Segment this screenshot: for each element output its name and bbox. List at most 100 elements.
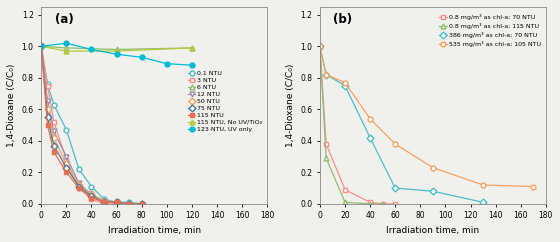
0.1 NTU — [101, 198, 108, 201]
0.1 NTU — [50, 103, 57, 106]
12 NTU — [44, 100, 51, 103]
Line: 0.8 mg/m³ as chl-a; 115 NTU: 0.8 mg/m³ as chl-a; 115 NTU — [318, 44, 385, 206]
75 NTU — [88, 195, 95, 197]
386 mg/m³ as chl-a; 70 NTU — [342, 84, 348, 87]
Line: 115 NTU: 115 NTU — [39, 44, 144, 206]
0.1 NTU — [38, 45, 45, 48]
Y-axis label: 1,4-Dioxane (C/C₀): 1,4-Dioxane (C/C₀) — [7, 64, 16, 147]
Line: 6 NTU: 6 NTU — [39, 44, 194, 52]
123 NTU, UV only — [138, 56, 145, 59]
115 NTU, No UV/TiO₂ — [113, 50, 120, 53]
123 NTU, UV only — [164, 62, 170, 65]
Text: (a): (a) — [55, 13, 73, 26]
115 NTU — [126, 202, 133, 205]
6 NTU — [63, 46, 70, 49]
50 NTU — [44, 108, 51, 111]
115 NTU — [50, 151, 57, 153]
115 NTU — [76, 187, 82, 189]
50 NTU — [101, 199, 108, 202]
12 NTU — [101, 199, 108, 202]
6 NTU — [113, 48, 120, 51]
535 mg/m³ as chl-a; 105 NTU — [367, 117, 374, 120]
50 NTU — [138, 202, 145, 205]
123 NTU, UV only — [189, 64, 195, 67]
3 NTU — [44, 84, 51, 87]
535 mg/m³ as chl-a; 105 NTU — [530, 185, 536, 188]
0.1 NTU — [76, 168, 82, 171]
3 NTU — [113, 202, 120, 205]
115 NTU, No UV/TiO₂ — [38, 45, 45, 48]
115 NTU — [101, 201, 108, 204]
50 NTU — [88, 193, 95, 196]
75 NTU — [126, 202, 133, 205]
75 NTU — [50, 144, 57, 147]
12 NTU — [63, 155, 70, 158]
115 NTU, No UV/TiO₂ — [189, 46, 195, 49]
12 NTU — [50, 130, 57, 133]
0.8 mg/m³ as chl-a; 70 NTU — [323, 143, 329, 145]
50 NTU — [126, 202, 133, 205]
12 NTU — [138, 202, 145, 205]
0.1 NTU — [126, 201, 133, 204]
0.8 mg/m³ as chl-a; 115 NTU — [367, 202, 374, 205]
50 NTU — [113, 201, 120, 204]
75 NTU — [63, 166, 70, 169]
115 NTU, No UV/TiO₂ — [63, 50, 70, 53]
386 mg/m³ as chl-a; 70 NTU — [316, 45, 323, 48]
0.1 NTU — [63, 128, 70, 131]
123 NTU, UV only — [88, 48, 95, 51]
Line: 75 NTU: 75 NTU — [39, 44, 144, 206]
75 NTU — [138, 202, 145, 205]
75 NTU — [38, 45, 45, 48]
386 mg/m³ as chl-a; 70 NTU — [367, 136, 374, 139]
Y-axis label: 1,4-Dioxane (C/C₀): 1,4-Dioxane (C/C₀) — [286, 64, 295, 147]
12 NTU — [88, 193, 95, 196]
535 mg/m³ as chl-a; 105 NTU — [342, 81, 348, 84]
535 mg/m³ as chl-a; 105 NTU — [323, 73, 329, 76]
Line: 0.8 mg/m³ as chl-a; 70 NTU: 0.8 mg/m³ as chl-a; 70 NTU — [318, 44, 398, 206]
0.8 mg/m³ as chl-a; 115 NTU — [379, 202, 386, 205]
0.1 NTU — [88, 185, 95, 188]
123 NTU, UV only — [113, 53, 120, 56]
535 mg/m³ as chl-a; 105 NTU — [392, 143, 399, 145]
535 mg/m³ as chl-a; 105 NTU — [480, 183, 487, 186]
75 NTU — [113, 201, 120, 204]
Line: 115 NTU, No UV/TiO₂: 115 NTU, No UV/TiO₂ — [39, 44, 194, 53]
535 mg/m³ as chl-a; 105 NTU — [430, 166, 436, 169]
75 NTU — [101, 201, 108, 204]
535 mg/m³ as chl-a; 105 NTU — [316, 45, 323, 48]
Line: 50 NTU: 50 NTU — [39, 44, 144, 206]
0.8 mg/m³ as chl-a; 70 NTU — [316, 45, 323, 48]
Text: (b): (b) — [333, 13, 353, 26]
Line: 123 NTU, UV only: 123 NTU, UV only — [39, 41, 194, 68]
0.1 NTU — [138, 202, 145, 205]
X-axis label: Irradiation time, min: Irradiation time, min — [386, 226, 479, 235]
12 NTU — [38, 45, 45, 48]
50 NTU — [63, 163, 70, 166]
123 NTU, UV only — [63, 42, 70, 45]
115 NTU — [113, 201, 120, 204]
3 NTU — [101, 202, 108, 205]
0.8 mg/m³ as chl-a; 70 NTU — [367, 201, 374, 204]
3 NTU — [63, 158, 70, 161]
50 NTU — [50, 136, 57, 139]
386 mg/m³ as chl-a; 70 NTU — [480, 201, 487, 204]
12 NTU — [126, 202, 133, 205]
123 NTU, UV only — [38, 45, 45, 48]
Line: 0.1 NTU: 0.1 NTU — [39, 44, 144, 206]
115 NTU — [44, 124, 51, 127]
75 NTU — [76, 185, 82, 188]
Legend: 0.1 NTU, 3 NTU, 6 NTU, 12 NTU, 50 NTU, 75 NTU, 115 NTU, 115 NTU, No UV/TiO₂, 123: 0.1 NTU, 3 NTU, 6 NTU, 12 NTU, 50 NTU, 7… — [186, 69, 264, 134]
0.8 mg/m³ as chl-a; 70 NTU — [342, 188, 348, 191]
0.8 mg/m³ as chl-a; 115 NTU — [316, 45, 323, 48]
0.8 mg/m³ as chl-a; 115 NTU — [342, 201, 348, 204]
50 NTU — [76, 183, 82, 186]
386 mg/m³ as chl-a; 70 NTU — [430, 190, 436, 193]
Legend: 0.8 mg/m³ as chl-a; 70 NTU, 0.8 mg/m³ as chl-a; 115 NTU, 386 mg/m³ as chl-a; 70 : 0.8 mg/m³ as chl-a; 70 NTU, 0.8 mg/m³ as… — [437, 12, 543, 49]
0.8 mg/m³ as chl-a; 70 NTU — [392, 202, 399, 205]
Line: 535 mg/m³ as chl-a; 105 NTU: 535 mg/m³ as chl-a; 105 NTU — [318, 44, 536, 189]
0.8 mg/m³ as chl-a; 70 NTU — [379, 202, 386, 205]
75 NTU — [44, 116, 51, 119]
386 mg/m³ as chl-a; 70 NTU — [323, 73, 329, 76]
386 mg/m³ as chl-a; 70 NTU — [392, 187, 399, 189]
